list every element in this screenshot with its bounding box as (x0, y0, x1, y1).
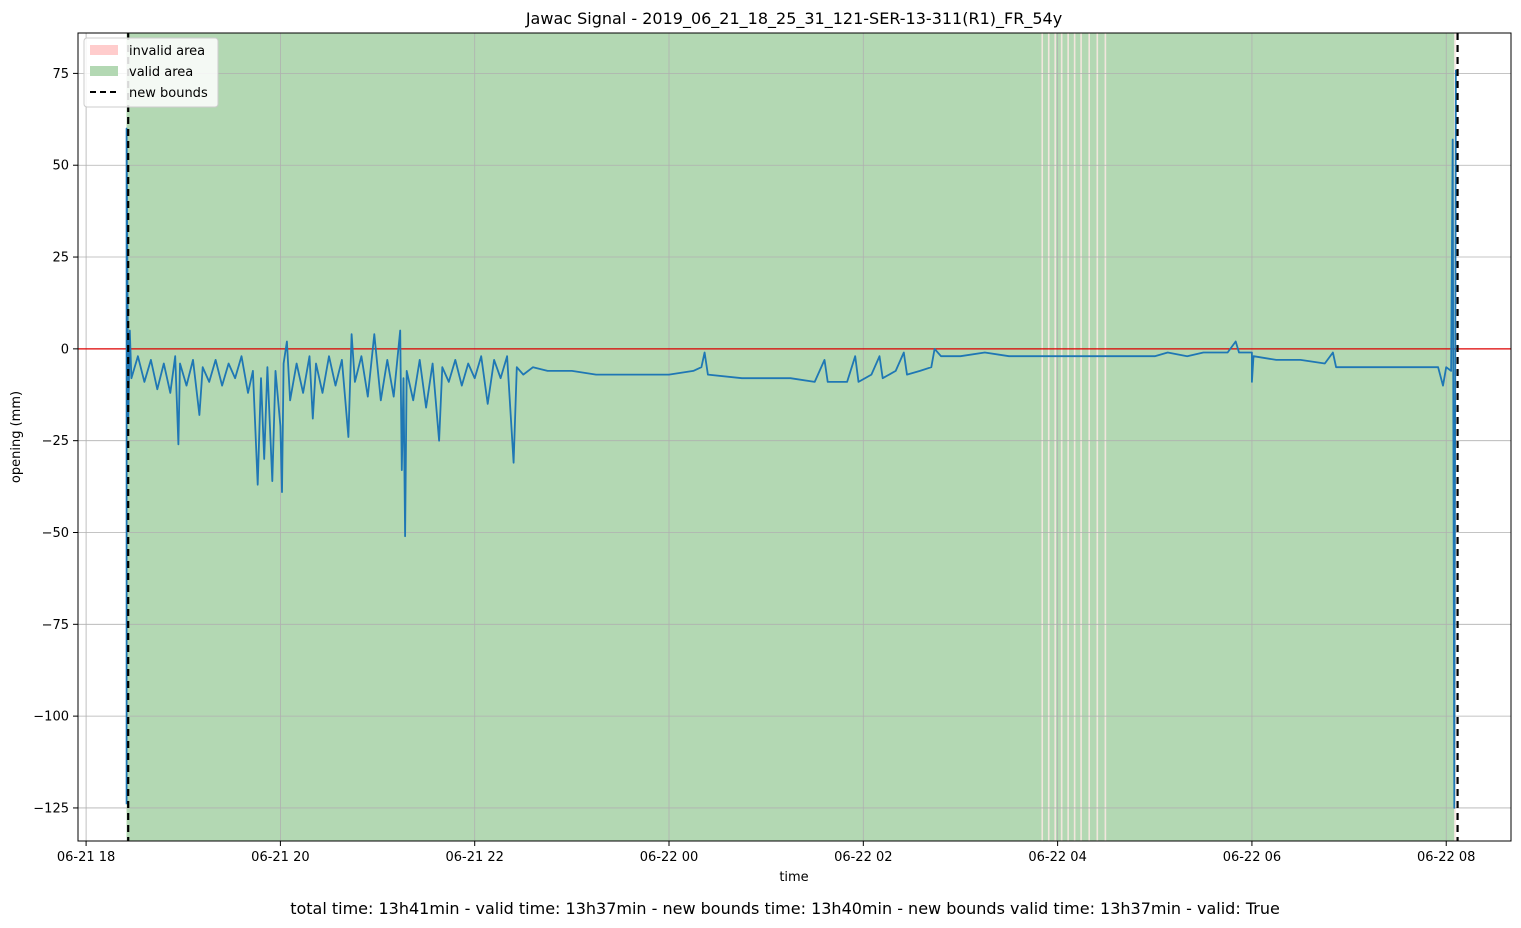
x-tick-label-2: 06-21 22 (445, 850, 503, 865)
invalid-area-band-1 (1041, 33, 1044, 841)
legend-label-invalid-area: invalid area (129, 44, 205, 59)
x-tick-label-0: 06-21 18 (57, 850, 115, 865)
invalid-area-band-8 (1088, 33, 1091, 841)
y-axis-label: opening (mm) (9, 391, 24, 483)
chart-title: Jawac Signal - 2019_06_21_18_25_31_121-S… (525, 9, 1062, 29)
invalid-area-band-10 (1104, 33, 1107, 841)
x-tick-label-3: 06-22 00 (640, 850, 698, 865)
y-tick-label-6: −75 (42, 618, 69, 633)
legend-swatch-valid-area (90, 66, 118, 76)
valid-area-band (126, 33, 1455, 841)
legend-label-new-bounds: new bounds (129, 86, 208, 101)
x-axis: 06-21 18 06-21 20 06-21 22 06-22 00 06-22 02… (57, 841, 1475, 865)
legend: invalid area valid area new bounds (83, 37, 219, 108)
invalid-area-band-4 (1060, 33, 1063, 841)
new-bounds-layer (127, 33, 1459, 841)
x-tick-label-7: 06-22 08 (1417, 850, 1475, 865)
legend-label-valid-area: valid area (129, 65, 193, 80)
x-tick-label-6: 06-22 06 (1223, 850, 1281, 865)
y-tick-label-7: −100 (33, 710, 69, 725)
series-layer (125, 69, 1457, 809)
valid-area-layer (126, 33, 1455, 841)
y-tick-label-4: −25 (42, 434, 69, 449)
x-tick-label-5: 06-22 04 (1028, 850, 1086, 865)
y-tick-label-3: 0 (61, 342, 69, 357)
x-tick-label-1: 06-21 20 (251, 850, 309, 865)
y-tick-label-1: 50 (52, 159, 69, 174)
legend-frame (83, 37, 219, 108)
invalid-area-band-9 (1096, 33, 1099, 841)
footer-summary: total time: 13h41min - valid time: 13h37… (290, 899, 1280, 918)
invalid-area-band-5 (1067, 33, 1069, 841)
y-axis: 75 50 25 0 −25 −50 −75 −100 −125 (33, 67, 78, 816)
plot-area (77, 32, 1512, 842)
y-tick-label-5: −50 (42, 526, 69, 541)
invalid-area-band-6 (1073, 33, 1076, 841)
x-tick-label-4: 06-22 02 (834, 850, 892, 865)
invalid-area-band-3 (1054, 33, 1057, 841)
plot-frame (77, 32, 1512, 842)
x-axis-label: time (779, 870, 808, 885)
invalid-area-band-2 (1047, 33, 1050, 841)
y-tick-label-2: 25 (52, 251, 69, 266)
legend-swatch-invalid-area (90, 45, 118, 55)
series-line-0 (125, 69, 1457, 809)
y-tick-label-8: −125 (33, 801, 69, 816)
y-tick-label-0: 75 (52, 67, 69, 82)
invalid-area-band-7 (1080, 33, 1082, 841)
